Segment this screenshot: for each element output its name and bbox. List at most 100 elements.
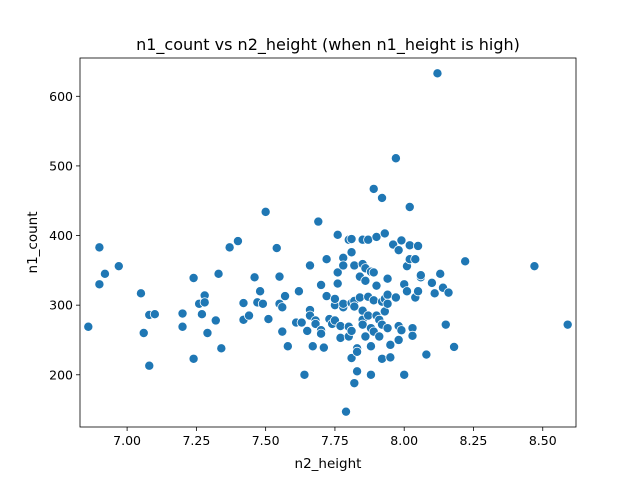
data-point: [407, 330, 418, 341]
data-point: [385, 339, 396, 350]
data-point: [365, 369, 376, 380]
x-tick-label: 7.75: [321, 433, 349, 448]
data-point: [332, 267, 343, 278]
data-point: [199, 297, 210, 308]
x-tick-label: 7.25: [182, 433, 210, 448]
data-point: [377, 192, 388, 203]
data-point: [277, 302, 288, 313]
data-point: [529, 261, 540, 272]
y-tick-label: 600: [49, 89, 73, 104]
data-point: [382, 289, 393, 300]
data-point: [99, 268, 110, 279]
data-point: [274, 271, 285, 282]
data-point: [329, 293, 340, 304]
data-point: [321, 254, 332, 265]
data-point: [177, 321, 188, 332]
data-point: [260, 206, 271, 217]
data-point: [393, 334, 404, 345]
points-layer: [83, 68, 573, 417]
x-axis-label: n2_height: [295, 456, 362, 472]
data-point: [316, 328, 327, 339]
data-point: [188, 273, 199, 284]
data-point: [138, 328, 149, 339]
x-tick-label: 8.50: [529, 433, 557, 448]
data-point: [399, 369, 410, 380]
x-tick-label: 8.00: [390, 433, 418, 448]
data-point: [321, 291, 332, 302]
data-point: [144, 360, 155, 371]
data-point: [382, 323, 393, 334]
data-point: [113, 261, 124, 272]
data-point: [357, 319, 368, 330]
data-point: [562, 319, 573, 330]
data-point: [282, 341, 293, 352]
y-axis-ticks: 200 300 400 500 600: [49, 89, 80, 382]
data-point: [280, 291, 291, 302]
data-point: [244, 310, 255, 321]
data-point: [257, 298, 268, 309]
data-point: [368, 183, 379, 194]
data-point: [432, 68, 443, 79]
data-point: [313, 216, 324, 227]
data-point: [396, 235, 407, 246]
data-point: [377, 353, 388, 364]
data-point: [188, 353, 199, 364]
data-point: [363, 234, 374, 245]
data-point: [385, 352, 396, 363]
data-point: [449, 341, 460, 352]
y-tick-label: 400: [49, 228, 73, 243]
x-tick-label: 8.25: [460, 433, 488, 448]
data-point: [196, 309, 207, 320]
data-point: [318, 342, 329, 353]
data-point: [263, 314, 274, 325]
data-point: [382, 273, 393, 284]
data-point: [332, 229, 343, 240]
data-point: [349, 260, 360, 271]
data-point: [271, 243, 282, 254]
data-point: [216, 343, 227, 354]
data-point: [346, 247, 357, 258]
data-point: [365, 341, 376, 352]
data-point: [390, 292, 401, 303]
data-point: [338, 298, 349, 309]
data-point: [94, 242, 105, 253]
data-point: [135, 288, 146, 299]
data-point: [429, 288, 440, 299]
data-point: [202, 328, 213, 339]
data-point: [401, 286, 412, 297]
data-point: [310, 318, 321, 329]
data-point: [293, 286, 304, 297]
data-point: [304, 260, 315, 271]
data-point: [396, 325, 407, 336]
data-point: [238, 298, 249, 309]
data-point: [332, 278, 343, 289]
data-point: [360, 275, 371, 286]
data-point: [379, 228, 390, 239]
data-point: [354, 292, 365, 303]
data-point: [335, 332, 346, 343]
data-point: [443, 287, 454, 298]
y-axis-label: n1_count: [25, 212, 41, 274]
data-point: [360, 331, 371, 342]
data-point: [371, 280, 382, 291]
data-point: [346, 325, 357, 336]
data-point: [177, 308, 188, 319]
data-point: [210, 315, 221, 326]
data-point: [413, 240, 424, 251]
data-point: [335, 321, 346, 332]
data-point: [232, 236, 243, 247]
data-point: [371, 231, 382, 242]
data-point: [149, 309, 160, 320]
data-point: [415, 270, 426, 281]
plot-frame: [79, 57, 577, 428]
data-point: [94, 279, 105, 290]
data-point: [349, 301, 360, 312]
data-point: [460, 256, 471, 267]
data-point: [307, 341, 318, 352]
x-axis-ticks: 7.00 7.25 7.50 7.75 8.00 8.25 8.50: [113, 427, 557, 448]
y-tick-label: 200: [49, 367, 73, 382]
data-point: [346, 234, 357, 245]
data-point: [368, 295, 379, 306]
